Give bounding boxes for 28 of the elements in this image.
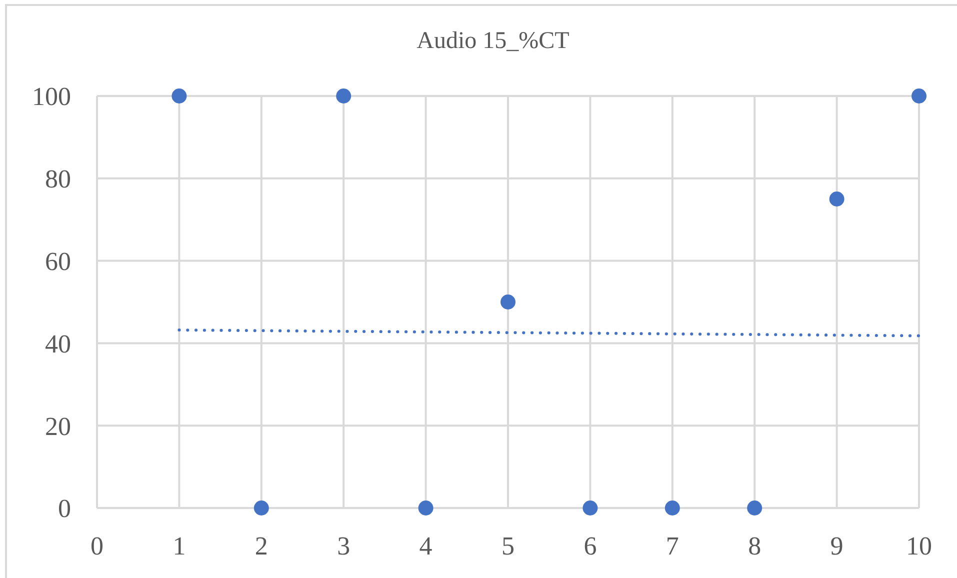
x-tick-label: 4 [419, 531, 432, 560]
x-tick-label: 5 [502, 531, 514, 560]
x-tick-label: 9 [830, 531, 844, 560]
point [582, 500, 598, 516]
point [829, 192, 844, 206]
point [172, 88, 187, 104]
point [418, 500, 434, 516]
x-tick-label: 8 [748, 531, 762, 560]
y-tick-label: 80 [45, 164, 71, 194]
y-tick-label: 0 [58, 494, 71, 524]
point [254, 500, 269, 516]
x-tick-label: 0 [90, 531, 104, 560]
point [336, 88, 352, 104]
point [912, 88, 926, 104]
x-tick-label: 7 [666, 531, 679, 560]
y-tick-label: 40 [45, 329, 71, 358]
y-tick-label: 20 [45, 412, 71, 441]
x-tick-label: 1 [172, 531, 186, 560]
point [664, 500, 680, 516]
x-tick-label: 6 [584, 531, 597, 560]
y-tick-label: 100 [32, 82, 71, 112]
point [747, 500, 762, 516]
y-tick-label: 60 [45, 247, 71, 276]
x-tick-label: 10 [906, 531, 932, 560]
x-tick-label: 2 [254, 531, 268, 560]
point [500, 294, 516, 310]
x-tick-label: 3 [337, 531, 350, 560]
chart-title: Audio 15_%CT [416, 28, 570, 55]
